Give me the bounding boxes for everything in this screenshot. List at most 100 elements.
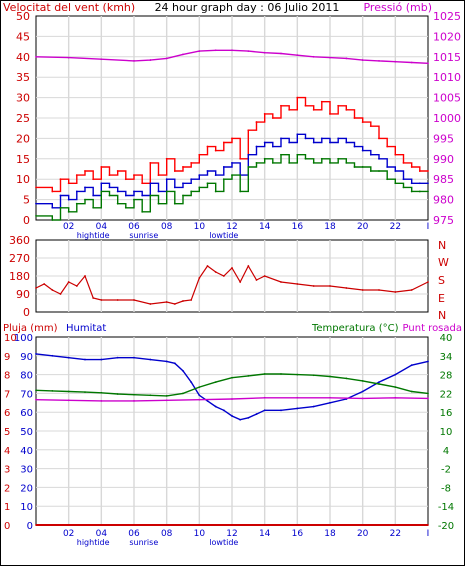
gust-point	[190, 161, 193, 164]
dew-point	[67, 399, 70, 402]
gust-point	[100, 166, 103, 168]
wind-direction-point	[239, 281, 242, 283]
temperature-tick-label: -14	[438, 502, 454, 513]
gust-point	[410, 166, 413, 168]
gust-point	[173, 170, 176, 172]
low-point	[51, 219, 54, 221]
temperature-point	[214, 381, 217, 384]
temperature-point	[410, 390, 413, 393]
gust-point	[361, 121, 364, 123]
low-point	[59, 206, 62, 209]
wind-speed-tick-label: 45	[16, 30, 30, 43]
gust-point	[329, 113, 331, 115]
gust-point	[35, 186, 37, 189]
direction-tick-label: 270	[9, 252, 30, 265]
temperature-tick-label: 22	[440, 389, 453, 400]
gust-point	[116, 170, 119, 172]
time-tick-label: 12	[226, 222, 237, 232]
temperature-tick-label: 16	[440, 408, 453, 419]
dew-point	[361, 397, 364, 400]
average-point	[296, 133, 299, 136]
gust-point	[255, 121, 258, 123]
temperature-point	[394, 386, 397, 389]
pressure-tick-label: 1005	[433, 92, 461, 105]
wind-direction-point	[190, 299, 193, 301]
temperature-axis-labels: -20 -14 -8 -2 4 10 16 22 28 34 40	[438, 333, 454, 532]
gust-point	[394, 153, 397, 156]
temperature-point	[51, 389, 54, 392]
humidity-point	[206, 400, 209, 402]
pressure-tick-label: 975	[433, 214, 454, 227]
average-point	[231, 161, 233, 164]
low-point	[75, 202, 78, 205]
rain-tick-label: 8	[4, 371, 10, 382]
humidity-point	[133, 356, 135, 359]
gust-point	[369, 125, 372, 128]
rain-title: Pluja (mm)	[3, 323, 58, 334]
rain-tick-label: 9	[4, 352, 10, 363]
pressure-point	[133, 59, 135, 62]
gust-point	[378, 137, 380, 140]
humidity-point	[100, 358, 103, 361]
gust-point	[141, 182, 144, 185]
low-point	[271, 161, 274, 164]
temperature-tick-label: 10	[440, 427, 453, 438]
gust-point	[84, 170, 86, 172]
gust-point	[59, 178, 62, 181]
humidity-point	[255, 413, 258, 415]
time-tick-label: 18	[324, 529, 336, 539]
gust-point	[198, 153, 201, 156]
average-point	[75, 190, 78, 193]
dew-point	[35, 398, 37, 401]
average-point	[312, 141, 315, 144]
temperature-point	[345, 377, 348, 380]
wind-direction-point	[410, 289, 413, 291]
temperature-point	[198, 386, 201, 389]
average-point	[353, 145, 356, 148]
pressure-point	[182, 53, 184, 56]
wind-speed-tick-label: 30	[16, 92, 30, 105]
dew-point	[198, 398, 201, 401]
gust-point	[304, 104, 307, 107]
time-tick-label: I	[427, 222, 430, 232]
wind-direction-point	[312, 285, 315, 287]
wind-speed-axis-labels: 0 5 10 15 20 25 30 35 40 45 50	[16, 10, 30, 227]
time-tick-label: 22	[390, 529, 401, 539]
dew-point	[427, 397, 429, 400]
temperature-tick-label: -20	[438, 521, 454, 532]
wind-speed-tick-label: 50	[16, 10, 30, 23]
rain-tick-label: 4	[4, 446, 10, 457]
dew-point	[296, 396, 299, 399]
time-tick-label: 08	[161, 222, 173, 232]
wind-speed-tick-label: 10	[16, 173, 30, 186]
low-line	[36, 154, 428, 221]
gust-point	[182, 166, 184, 168]
gust-line	[36, 96, 428, 193]
low-point	[320, 157, 323, 160]
average-point	[386, 166, 389, 168]
average-point	[157, 190, 160, 193]
average-point	[108, 186, 111, 189]
gust-point	[165, 157, 168, 160]
average-point	[59, 194, 62, 197]
rain-tick-label: 1	[4, 502, 10, 513]
average-point	[149, 182, 152, 185]
pressure-point	[35, 55, 37, 58]
time-annotation-label: sunrise	[129, 231, 158, 240]
humidity-point	[280, 409, 282, 412]
average-point	[304, 137, 307, 140]
time-tick-label: I	[427, 529, 430, 539]
humidity-point	[378, 381, 380, 384]
humidity-tick-label: 10	[20, 502, 33, 513]
average-point	[247, 153, 250, 156]
temperature-point	[247, 374, 250, 377]
low-point	[386, 178, 389, 181]
gust-point	[427, 170, 429, 172]
time-annotation-label: lowtide	[209, 538, 238, 547]
humidity-tick-label: 20	[20, 483, 33, 494]
rain-tick-label: 2	[4, 483, 10, 494]
low-point	[418, 190, 421, 193]
wind-direction-point	[182, 300, 184, 302]
low-point	[361, 166, 364, 168]
